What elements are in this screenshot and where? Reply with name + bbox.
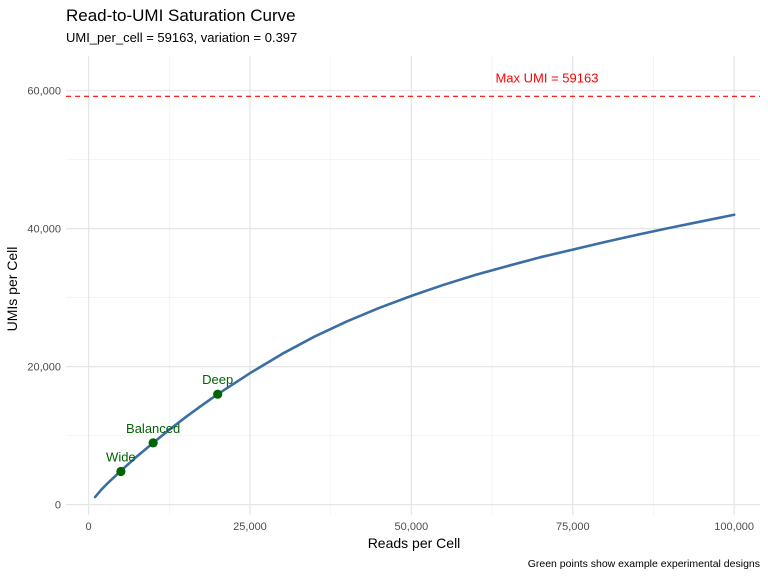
max-umi-label: Max UMI = 59163: [495, 70, 598, 85]
y-tick-label: 20,000: [27, 362, 61, 374]
design-point: [213, 389, 223, 399]
reference-line-group: Max UMI = 59163: [66, 70, 760, 97]
chart-caption: Green points show example experimental d…: [528, 558, 760, 570]
design-point-label: Wide: [106, 450, 136, 465]
x-tick-label: 50,000: [395, 521, 429, 533]
x-axis-title: Reads per Cell: [368, 535, 461, 551]
design-point-label: Deep: [202, 372, 233, 387]
y-tick-label: 60,000: [27, 86, 61, 98]
series-group: [93, 213, 736, 499]
y-tick-label: 0: [55, 500, 61, 512]
x-tick-label: 25,000: [233, 521, 267, 533]
x-tick-label: 75,000: [556, 521, 590, 533]
design-point: [116, 466, 126, 477]
tick-labels: 0 25,000 50,000 75,000 100,000 0 20,000 40,000 6…: [27, 86, 754, 533]
design-point-label: Balanced: [126, 421, 180, 436]
y-tick-label: 40,000: [27, 224, 61, 236]
grid: [66, 56, 760, 515]
x-tick-label: 0: [86, 521, 92, 533]
chart-subtitle: UMI_per_cell = 59163, variation = 0.397: [66, 30, 297, 45]
y-axis-title: UMIs per Cell: [4, 247, 20, 332]
design-points-group: Wide Balanced Deep: [106, 372, 233, 477]
design-point: [148, 438, 158, 448]
chart-title: Read-to-UMI Saturation Curve: [66, 6, 296, 25]
saturation-curve: [93, 213, 736, 499]
x-tick-label: 100,000: [714, 521, 754, 533]
